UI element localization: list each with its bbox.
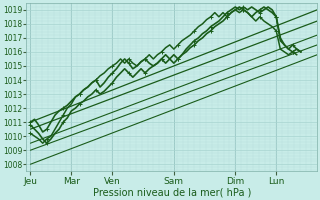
X-axis label: Pression niveau de la mer( hPa ): Pression niveau de la mer( hPa ): [92, 187, 251, 197]
